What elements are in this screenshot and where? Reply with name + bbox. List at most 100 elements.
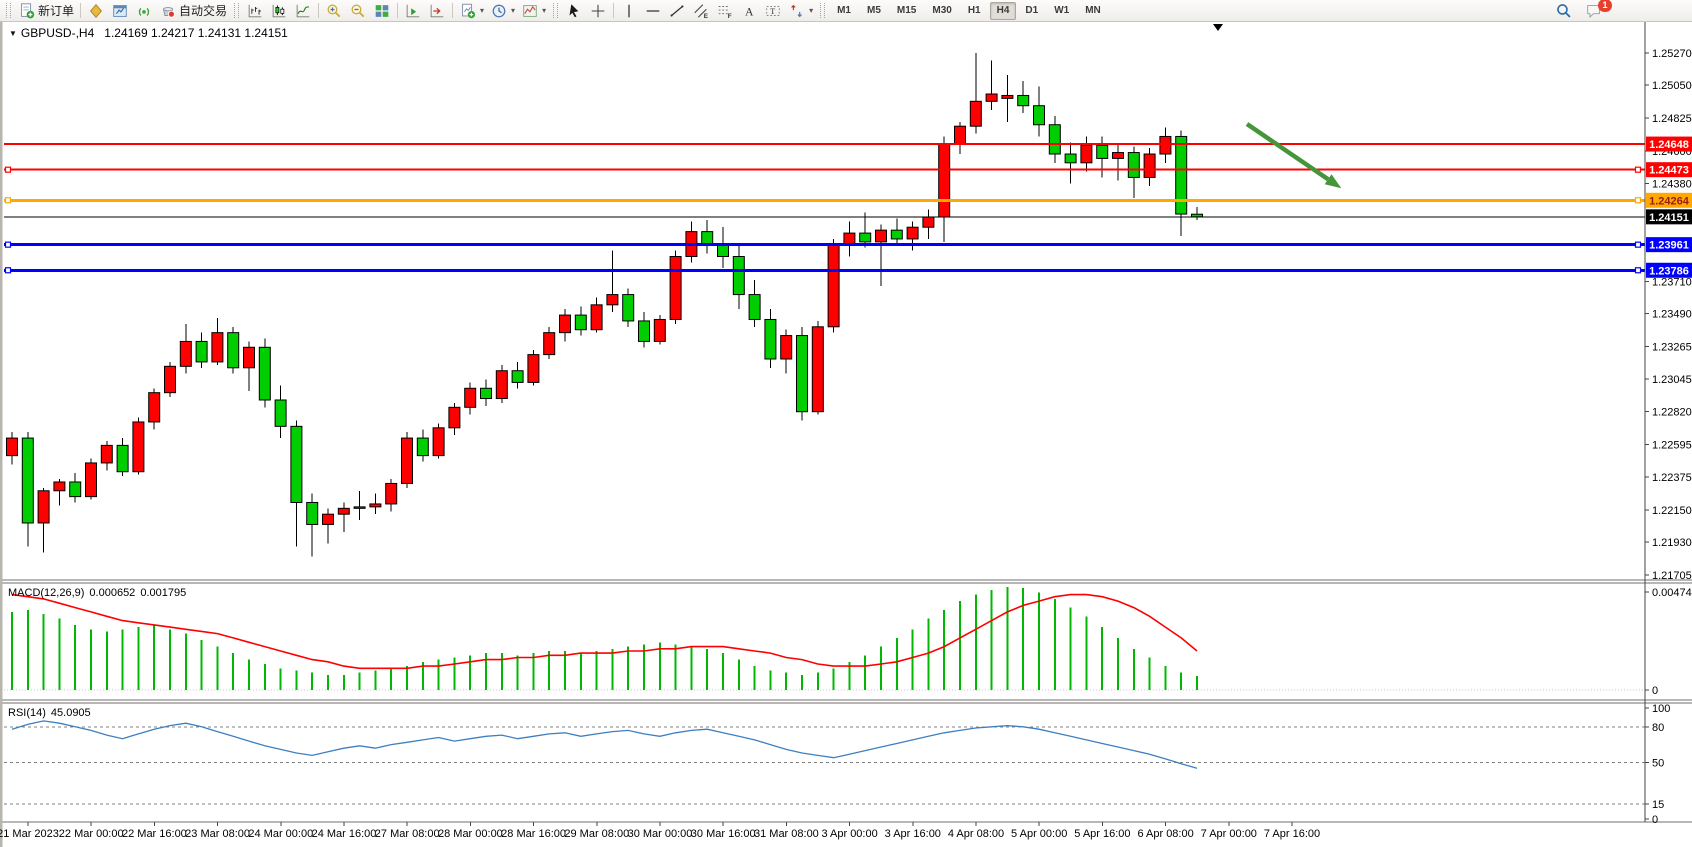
pivot-line-handle[interactable] xyxy=(1634,197,1642,204)
candle xyxy=(717,244,729,258)
text-button[interactable]: A xyxy=(737,1,761,21)
arrows-icon xyxy=(788,2,806,20)
price-tick-label: 1.23265 xyxy=(1652,342,1692,354)
candle xyxy=(243,346,255,369)
time-tick-label: 7 Apr 00:00 xyxy=(1201,828,1257,840)
candle xyxy=(116,444,129,473)
timeframe-w1-button[interactable]: W1 xyxy=(1047,2,1076,20)
trend-arrow-line[interactable] xyxy=(1245,122,1330,182)
line-chart-button[interactable] xyxy=(291,1,315,21)
crosshair-icon xyxy=(589,2,607,20)
timeframe-m1-button[interactable]: M1 xyxy=(830,2,858,20)
cursor-button[interactable] xyxy=(562,1,586,21)
candlestick-chart-button[interactable] xyxy=(267,1,291,21)
candle xyxy=(764,318,777,360)
candle xyxy=(416,437,429,457)
tile-windows-button[interactable] xyxy=(370,1,394,21)
templates-button[interactable]: ▾ xyxy=(518,1,549,21)
pivot-line-handle[interactable] xyxy=(4,197,12,204)
zoom-out-icon xyxy=(349,2,367,20)
candle xyxy=(780,335,793,360)
new-chart-button[interactable]: ▾ xyxy=(456,1,487,21)
bar-chart-button[interactable] xyxy=(243,1,267,21)
zoom-in-icon xyxy=(325,2,343,20)
new-order-button[interactable]: 新订单 xyxy=(15,1,77,21)
time-tick-label: 31 Mar 08:00 xyxy=(754,828,819,840)
auto-trading-button[interactable]: 自动交易 xyxy=(156,1,230,21)
periods-button[interactable]: ▾ xyxy=(487,1,518,21)
timeframe-h4-button[interactable]: H4 xyxy=(989,1,1017,20)
time-tick-label: 24 Mar 16:00 xyxy=(312,828,377,840)
price-badge-label: 1.24473 xyxy=(1649,165,1689,177)
price-badge-label: 1.24264 xyxy=(1649,195,1690,207)
support-line-2-handle[interactable] xyxy=(4,267,12,274)
auto-scroll-button[interactable] xyxy=(401,1,425,21)
chart-shift-button[interactable] xyxy=(425,1,449,21)
timeframe-m15-button[interactable]: M15 xyxy=(890,2,923,20)
price-tick-label: 1.22375 xyxy=(1652,472,1692,484)
chat-button[interactable]: 1 xyxy=(1582,0,1612,21)
resistance-line-2-handle[interactable] xyxy=(4,166,12,173)
collapse-icon[interactable]: ▼ xyxy=(9,29,17,38)
support-line-1-handle[interactable] xyxy=(4,241,12,248)
price-tick-label: 1.25050 xyxy=(1652,80,1692,92)
chart-shift-marker[interactable] xyxy=(1213,24,1223,31)
resistance-line-2-handle[interactable] xyxy=(1634,166,1642,173)
time-tick-label: 22 Mar 00:00 xyxy=(59,828,124,840)
fibonacci-button[interactable]: F xyxy=(713,1,737,21)
time-tick-label: 27 Mar 08:00 xyxy=(375,828,440,840)
dropdown-arrow-icon: ▾ xyxy=(809,6,814,15)
trendline-button[interactable] xyxy=(665,1,689,21)
zoom-out-button[interactable] xyxy=(346,1,370,21)
candle xyxy=(148,392,161,423)
toolbar-separator xyxy=(80,3,82,18)
toolbar-grip[interactable] xyxy=(234,3,240,18)
macd-title: MACD(12,26,9) xyxy=(8,587,85,599)
market-watch-button[interactable] xyxy=(84,1,108,21)
navigator-button[interactable] xyxy=(108,1,132,21)
candle xyxy=(859,232,872,243)
zoom-in-button[interactable] xyxy=(322,1,346,21)
timeframe-mn-button[interactable]: MN xyxy=(1078,2,1108,20)
chart-symbol: GBPUSD-,H4 xyxy=(20,26,95,40)
toolbar-grip[interactable] xyxy=(553,3,559,18)
signals-button[interactable] xyxy=(132,1,156,21)
support-line-1-handle[interactable] xyxy=(1634,241,1642,248)
new-order-icon xyxy=(18,2,36,20)
horizontal-line-button[interactable] xyxy=(641,1,665,21)
chart-area[interactable]: 1.25270 1.25050 1.24825 1.24600 1.24380 1.237… xyxy=(0,22,1692,847)
toolbar-separator xyxy=(318,3,320,18)
support-line-2-handle[interactable] xyxy=(1634,267,1642,274)
text-label-button[interactable]: T xyxy=(761,1,785,21)
timeframe-m30-button[interactable]: M30 xyxy=(925,2,958,20)
timeframe-h1-button[interactable]: H1 xyxy=(961,2,988,20)
price-tick-label: 1.22820 xyxy=(1652,407,1692,419)
candle xyxy=(1017,94,1030,107)
candle xyxy=(954,125,966,145)
crosshair-button[interactable] xyxy=(586,1,610,21)
candle xyxy=(1143,153,1156,178)
toolbar-grip[interactable] xyxy=(820,3,826,18)
timeframe-d1-button[interactable]: D1 xyxy=(1018,2,1045,20)
candle xyxy=(701,231,714,246)
timeframe-m5-button[interactable]: M5 xyxy=(860,2,888,20)
price-tick-label: 1.24825 xyxy=(1652,113,1692,125)
toolbar-grip[interactable] xyxy=(6,3,11,18)
search-button[interactable] xyxy=(1552,1,1576,21)
candle xyxy=(353,506,366,509)
trend-arrow-annotation[interactable] xyxy=(1245,122,1342,189)
equidistant-channel-button[interactable]: E xyxy=(689,1,713,21)
arrows-button[interactable]: ▾ xyxy=(785,1,816,21)
svg-text:T: T xyxy=(770,7,775,16)
candle xyxy=(511,370,524,383)
cursor-icon xyxy=(565,2,583,20)
vertical-line-button[interactable] xyxy=(617,1,641,21)
rsi-panel xyxy=(11,720,1198,769)
time-tick-label: 4 Apr 08:00 xyxy=(948,828,1004,840)
candle xyxy=(1112,152,1124,159)
candle xyxy=(1033,105,1045,126)
macd-main-value: 0.000652 xyxy=(89,587,136,599)
rsi-line xyxy=(11,720,1198,769)
chart-canvas[interactable]: 1.252701.250501.248251.246001.243801.237… xyxy=(0,22,1692,847)
